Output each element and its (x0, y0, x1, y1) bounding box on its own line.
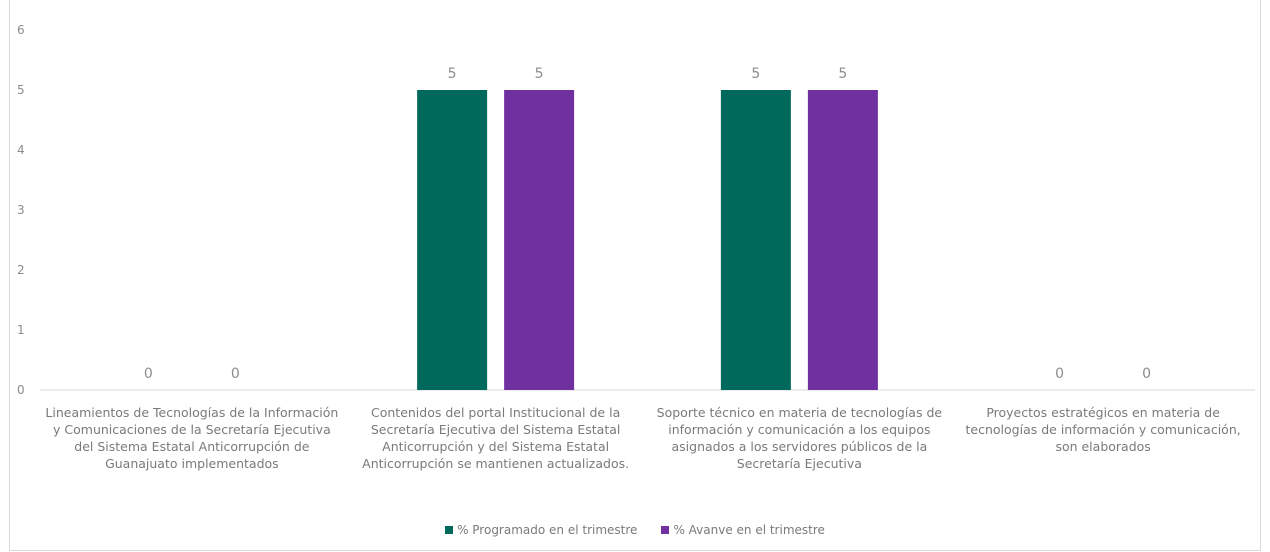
y-tick-label: 1 (17, 323, 25, 337)
y-tick-label: 6 (17, 23, 25, 37)
bar (807, 90, 878, 390)
bar-chart: 0 1 2 3 4 5 6 0 0 5 5 5 5 0 0 (17, 23, 1255, 397)
y-tick-label: 4 (17, 143, 25, 157)
data-label: 0 (1142, 366, 1151, 382)
data-label: 0 (1055, 366, 1064, 382)
legend-swatch (661, 526, 670, 534)
bar (417, 90, 488, 390)
legend-swatch (445, 526, 454, 534)
category-label: Proyectos estratégicos en materia de tec… (965, 405, 1241, 454)
y-tick-label: 2 (17, 263, 25, 277)
bar (720, 90, 791, 390)
category-label: Soporte técnico en materia de tecnología… (656, 405, 943, 471)
data-label: 5 (751, 66, 760, 82)
legend-label: % Programado en el trimestre (457, 523, 638, 537)
data-label: 5 (448, 66, 457, 82)
bar (504, 90, 575, 390)
category-label: Contenidos del portal Institucional de l… (362, 405, 630, 471)
legend-item: % Programado en el trimestre (445, 523, 637, 537)
legend-label: % Avanve en el trimestre (673, 523, 825, 537)
data-label: 0 (231, 366, 240, 382)
y-tick-label: 5 (17, 83, 25, 97)
legend-item: % Avanve en el trimestre (661, 523, 825, 537)
y-tick-label: 3 (17, 203, 25, 217)
category-label: Lineamientos de Tecnologías de la Inform… (45, 405, 339, 471)
chart-frame (9, 0, 1261, 551)
data-label: 0 (144, 366, 153, 382)
data-label: 5 (535, 66, 544, 82)
data-label: 5 (838, 66, 847, 82)
legend: % Programado en el trimestre % Avanve en … (0, 523, 1270, 537)
y-tick-label: 0 (17, 383, 25, 397)
